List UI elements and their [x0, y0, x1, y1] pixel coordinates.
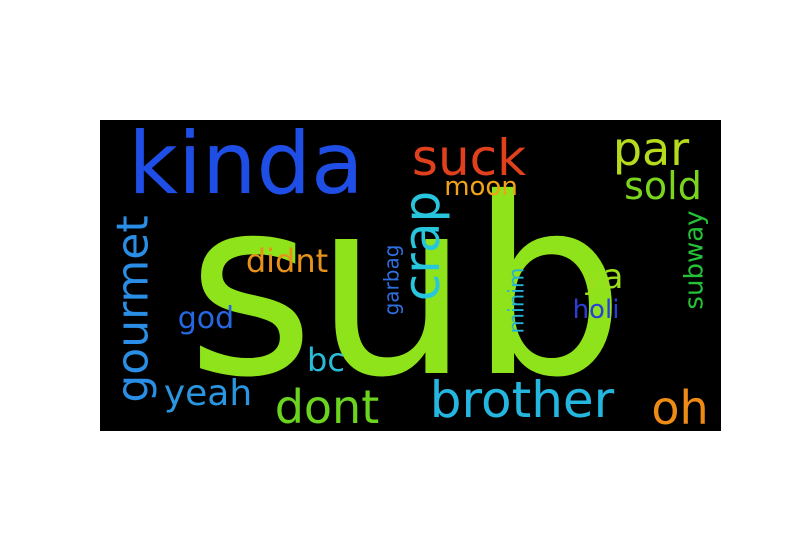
- word-subway: subway: [680, 210, 710, 310]
- word-cloud: sub kinda suck par sold moon crap gourme…: [100, 120, 721, 431]
- word-god: god: [177, 301, 235, 336]
- word-minim: minim: [504, 267, 529, 333]
- word-dont: dont: [274, 380, 380, 431]
- word-holi: holi: [572, 295, 620, 325]
- word-gourmet: gourmet: [108, 215, 159, 403]
- word-didnt: didnt: [245, 242, 329, 280]
- word-yeah: yeah: [163, 373, 253, 414]
- word-suck: suck: [411, 129, 527, 187]
- word-sold: sold: [624, 164, 702, 208]
- word-ya: ya: [582, 257, 624, 297]
- word-oh: oh: [651, 381, 709, 431]
- word-kinda: kinda: [128, 120, 364, 214]
- word-bc: bc: [307, 341, 345, 379]
- word-par: par: [612, 122, 690, 176]
- word-moon: moon: [444, 172, 518, 202]
- word-garbag: garbag: [378, 244, 403, 316]
- word-brother: brother: [429, 371, 615, 429]
- word-crap: crap: [393, 190, 451, 302]
- word-sub: sub: [186, 145, 626, 431]
